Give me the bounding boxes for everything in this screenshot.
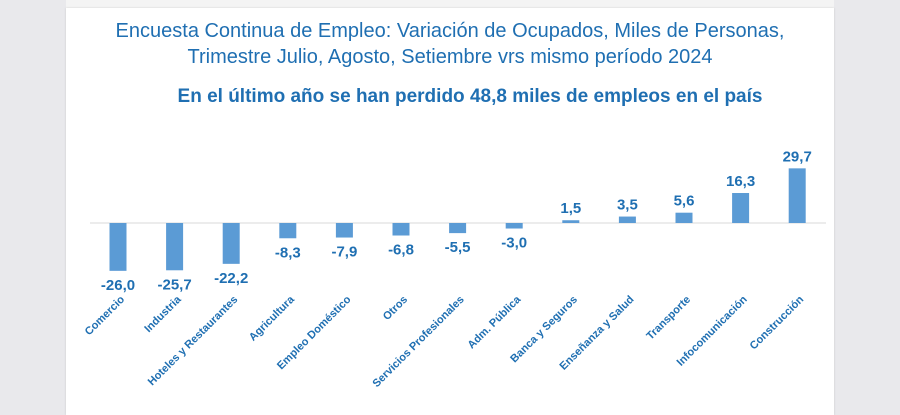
window-top-strip bbox=[66, 0, 834, 8]
data-label-5: -6,8 bbox=[388, 242, 414, 259]
bar-5 bbox=[392, 223, 410, 236]
data-label-4: -7,9 bbox=[331, 244, 357, 261]
chart-panel bbox=[66, 8, 834, 415]
tick-label-10: Transporte bbox=[644, 294, 693, 343]
tick-label-7: Adm. Pública bbox=[466, 293, 524, 351]
data-label-1: -25,7 bbox=[157, 276, 191, 293]
bar-2 bbox=[222, 223, 240, 264]
bar-12 bbox=[788, 168, 806, 223]
data-label-7: -3,0 bbox=[501, 235, 527, 252]
tick-label-6: Servicios Profesionales bbox=[370, 294, 466, 390]
bar-6 bbox=[449, 223, 467, 234]
data-label-3: -8,3 bbox=[275, 244, 301, 261]
bar-1 bbox=[166, 223, 184, 271]
chart-title-line1: Encuesta Continua de Empleo: Variación d… bbox=[115, 20, 785, 42]
chart-subtitle: En el último año se han perdido 48,8 mil… bbox=[177, 86, 763, 107]
bar-3 bbox=[279, 223, 297, 239]
chart-title-line2: Trimestre Julio, Agosto, Setiembre vrs m… bbox=[187, 46, 713, 68]
tick-label-0: Comercio bbox=[83, 293, 128, 338]
bar-7 bbox=[505, 223, 523, 229]
tick-label-12: Construcción bbox=[748, 293, 807, 352]
data-label-6: -5,5 bbox=[445, 239, 471, 256]
bar-9 bbox=[618, 216, 636, 223]
data-label-2: -22,2 bbox=[214, 270, 248, 287]
tick-label-5: Otros bbox=[381, 294, 410, 323]
data-label-10: 5,6 bbox=[674, 193, 695, 210]
data-label-9: 3,5 bbox=[617, 197, 638, 214]
bar-0 bbox=[109, 223, 127, 271]
data-label-11: 16,3 bbox=[726, 173, 755, 190]
data-label-12: 29,7 bbox=[783, 148, 812, 165]
bar-11 bbox=[732, 193, 750, 223]
data-label-8: 1,5 bbox=[560, 200, 581, 217]
tick-label-1: Industria bbox=[142, 293, 184, 335]
bar-8 bbox=[562, 220, 580, 223]
bar-4 bbox=[335, 223, 353, 238]
bar-10 bbox=[675, 212, 693, 223]
tick-label-3: Agricultura bbox=[247, 293, 298, 344]
data-label-0: -26,0 bbox=[101, 277, 135, 294]
